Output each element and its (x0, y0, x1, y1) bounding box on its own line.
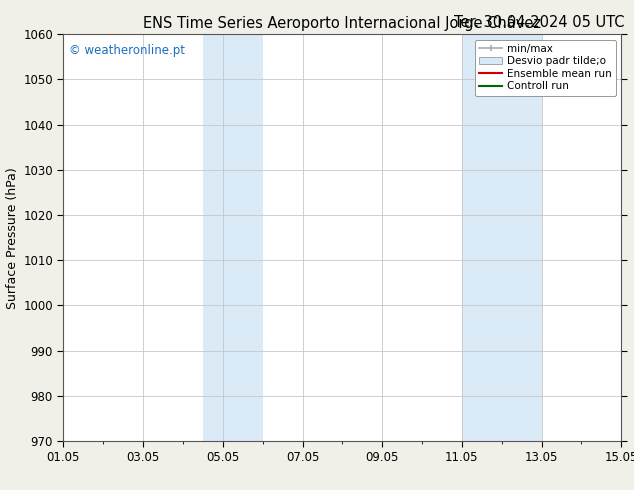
Text: ENS Time Series Aeroporto Internacional Jorge Chávez: ENS Time Series Aeroporto Internacional … (143, 15, 541, 31)
Y-axis label: Surface Pressure (hPa): Surface Pressure (hPa) (6, 167, 19, 309)
Text: © weatheronline.pt: © weatheronline.pt (69, 45, 185, 57)
Text: Ter. 30.04.2024 05 UTC: Ter. 30.04.2024 05 UTC (454, 15, 624, 30)
Legend: min/max, Desvio padr tilde;o, Ensemble mean run, Controll run: min/max, Desvio padr tilde;o, Ensemble m… (475, 40, 616, 96)
Bar (462, 34, 541, 441)
Bar (203, 34, 262, 441)
